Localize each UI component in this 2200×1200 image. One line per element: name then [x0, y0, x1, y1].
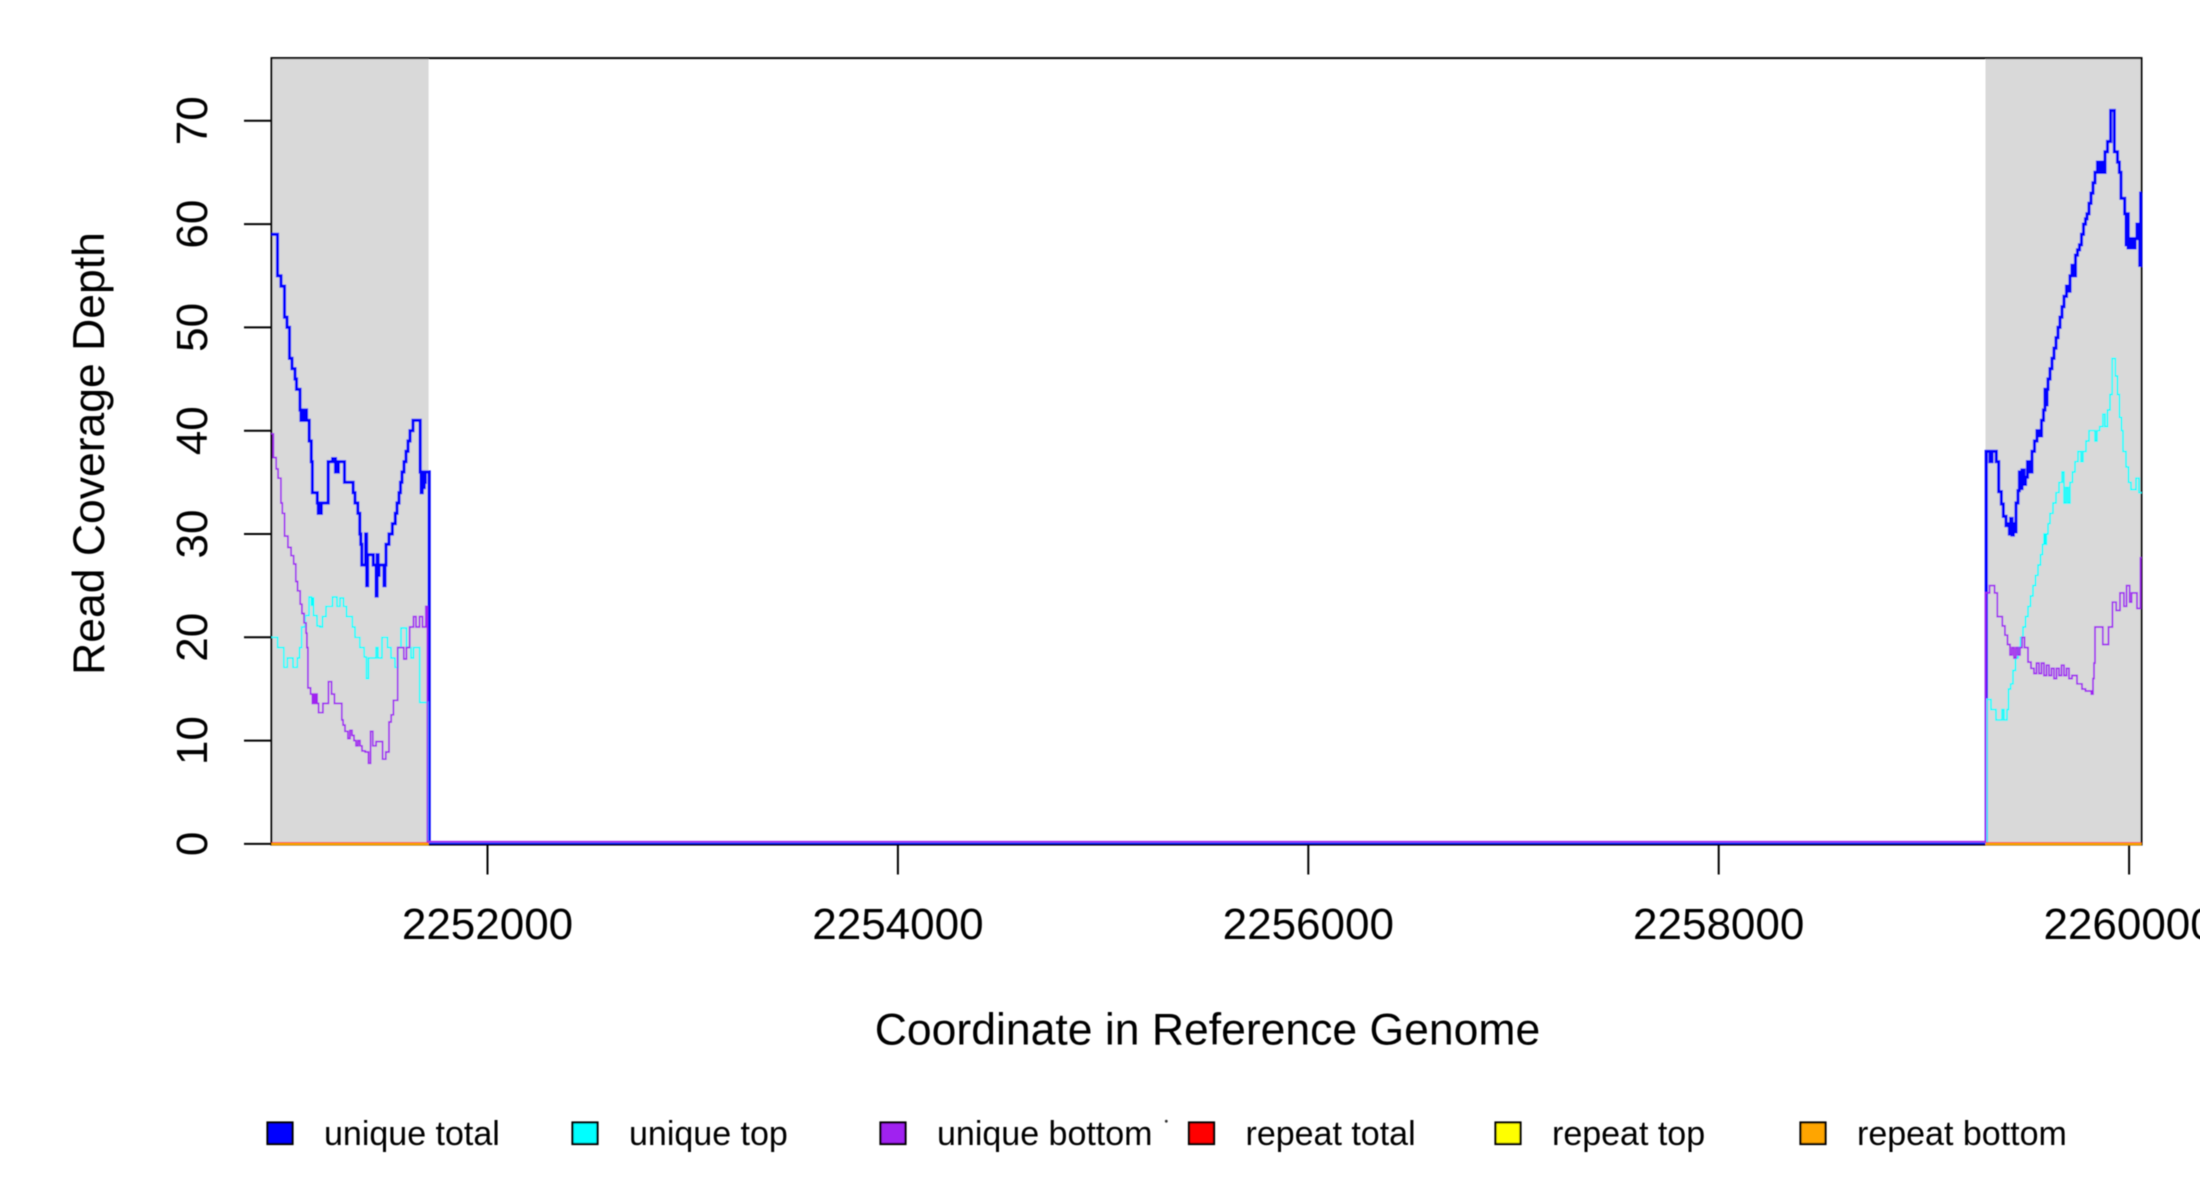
svg-text:2258000: 2258000: [1633, 900, 1804, 949]
svg-text:unique total: unique total: [324, 1115, 500, 1153]
svg-text:repeat top: repeat top: [1552, 1115, 1705, 1153]
svg-text:0: 0: [168, 832, 217, 856]
svg-text:unique bottom: unique bottom: [937, 1115, 1153, 1153]
svg-text:unique top: unique top: [629, 1115, 788, 1153]
svg-text:repeat bottom: repeat bottom: [1857, 1115, 2067, 1153]
svg-text:Read Coverage Depth: Read Coverage Depth: [65, 232, 114, 675]
svg-text:70: 70: [168, 96, 217, 145]
svg-text:10: 10: [168, 716, 217, 765]
svg-text:40: 40: [168, 406, 217, 455]
svg-text:20: 20: [168, 613, 217, 662]
svg-text:50: 50: [168, 303, 217, 352]
svg-text:Coordinate in Reference Genome: Coordinate in Reference Genome: [875, 1006, 1540, 1055]
svg-text:2260000: 2260000: [2043, 900, 2200, 949]
svg-text:30: 30: [168, 510, 217, 559]
svg-text:repeat total: repeat total: [1246, 1115, 1416, 1153]
svg-text:2256000: 2256000: [1223, 900, 1394, 949]
svg-text:2254000: 2254000: [812, 900, 983, 949]
svg-text:2252000: 2252000: [402, 900, 573, 949]
svg-text:60: 60: [168, 200, 217, 249]
